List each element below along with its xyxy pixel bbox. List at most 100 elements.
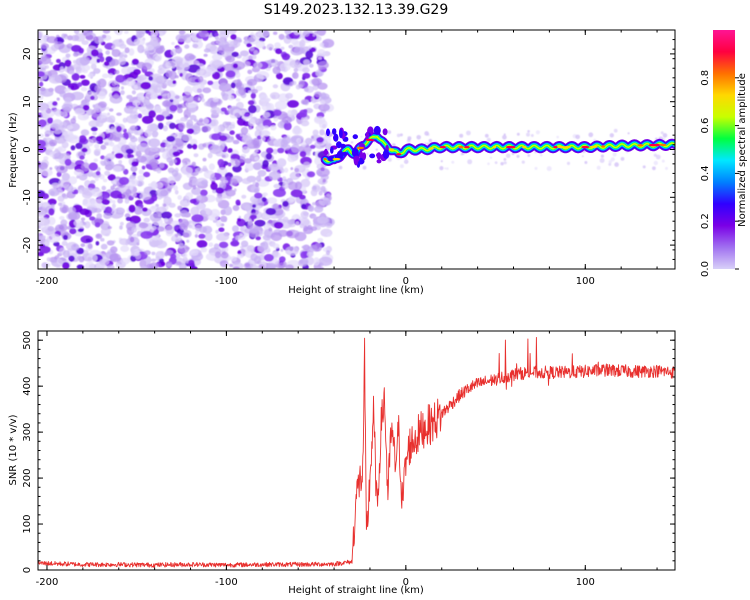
heatmap-cell [84, 159, 88, 163]
heatmap-cell [308, 45, 312, 50]
heatmap-cell [77, 228, 84, 233]
heatmap-cell [120, 257, 130, 265]
heatmap-cell [265, 262, 277, 269]
heatmap-cell [352, 134, 358, 140]
heatmap-cell [303, 59, 311, 66]
heatmap-cell [247, 78, 258, 86]
heatmap-cell [220, 107, 227, 112]
heatmap-cell [312, 202, 317, 206]
heatmap-cell [314, 156, 323, 166]
heatmap-cell [106, 160, 115, 170]
heatmap-cell [299, 39, 306, 48]
heatmap-cell [73, 52, 79, 57]
heatmap-cell [211, 114, 215, 119]
heatmap-cell [566, 161, 571, 165]
heatmap-cell [112, 200, 116, 204]
heatmap-cell [204, 66, 216, 75]
heatmap-cell [203, 48, 211, 53]
heatmap-cell [248, 126, 252, 130]
heatmap-cell [300, 120, 310, 127]
heatmap-cell [38, 197, 41, 201]
heatmap-cell [439, 166, 444, 171]
heatmap-cell [72, 60, 77, 64]
heatmap-cell [166, 150, 174, 158]
heatmap-cell [105, 106, 110, 110]
heatmap-cell [234, 112, 240, 118]
heatmap-cell [235, 199, 241, 206]
heatmap-cell [175, 46, 183, 54]
spectrogram-y-tick-label: 0 [22, 146, 33, 152]
heatmap-cell [249, 225, 259, 234]
heatmap-cell [115, 74, 126, 83]
heatmap-cell [68, 176, 78, 185]
heatmap-cell [362, 152, 367, 161]
heatmap-cell [59, 90, 66, 98]
heatmap-cell [503, 161, 507, 165]
heatmap-cell [177, 205, 183, 211]
heatmap-cell [283, 167, 289, 173]
heatmap-cell [273, 31, 278, 35]
heatmap-cell [160, 261, 166, 266]
heatmap-cell [96, 167, 101, 172]
heatmap-cell [229, 130, 235, 135]
heatmap-cell [129, 215, 141, 224]
heatmap-cell [214, 251, 222, 259]
heatmap-cell [319, 129, 325, 136]
heatmap-cell [94, 36, 104, 44]
heatmap-cell [156, 167, 162, 174]
heatmap-cell [262, 111, 271, 118]
heatmap-cell [221, 142, 227, 147]
heatmap-cell [161, 67, 168, 73]
heatmap-hotspot [396, 153, 402, 156]
heatmap-cell [293, 62, 299, 68]
heatmap-cell [325, 222, 333, 229]
heatmap-cell [133, 69, 141, 75]
heatmap-cell [178, 242, 184, 249]
heatmap-cell [196, 194, 202, 201]
heatmap-cell [39, 162, 48, 171]
heatmap-cell [109, 142, 115, 147]
heatmap-cell [71, 85, 74, 90]
heatmap-cell [128, 48, 135, 56]
heatmap-cell [95, 171, 101, 176]
heatmap-cell [152, 236, 159, 241]
heatmap-cell [95, 233, 103, 239]
heatmap-cell [230, 34, 237, 40]
heatmap-cell [219, 82, 228, 90]
heatmap-cell [164, 252, 168, 257]
heatmap-cell [210, 41, 218, 46]
heatmap-cell [219, 135, 228, 142]
heatmap-cell [181, 213, 187, 218]
heatmap-cell [138, 74, 147, 81]
heatmap-cell [150, 41, 157, 46]
heatmap-cell [248, 118, 256, 127]
heatmap-cell [295, 221, 300, 226]
heatmap-cell [271, 94, 276, 99]
heatmap-cell [303, 225, 308, 232]
heatmap-cell [171, 41, 175, 46]
heatmap-cell [154, 105, 162, 113]
heatmap-cell [165, 70, 173, 78]
heatmap-cell [196, 68, 207, 76]
heatmap-cell [200, 247, 208, 253]
heatmap-cell [289, 81, 294, 87]
heatmap-cell [309, 144, 316, 149]
heatmap-cell [109, 95, 123, 104]
heatmap-cell [38, 94, 44, 100]
heatmap-cell [103, 61, 110, 66]
heatmap-cell [183, 200, 188, 204]
heatmap-cell [110, 246, 118, 254]
heatmap-cell [169, 122, 176, 129]
heatmap-cell [608, 162, 612, 166]
colorbar-label: Normalized spectral amplitude [737, 73, 748, 227]
heatmap-cell [93, 68, 101, 74]
heatmap-cell [109, 253, 121, 263]
heatmap-cell [231, 158, 241, 167]
heatmap-cell [424, 142, 427, 145]
heatmap-cell [290, 189, 303, 198]
heatmap-hotspot [563, 145, 571, 149]
heatmap-cell [157, 95, 163, 100]
heatmap-hotspot [492, 145, 497, 149]
heatmap-cell [87, 110, 91, 115]
snr-x-tick-label: -100 [215, 577, 238, 588]
